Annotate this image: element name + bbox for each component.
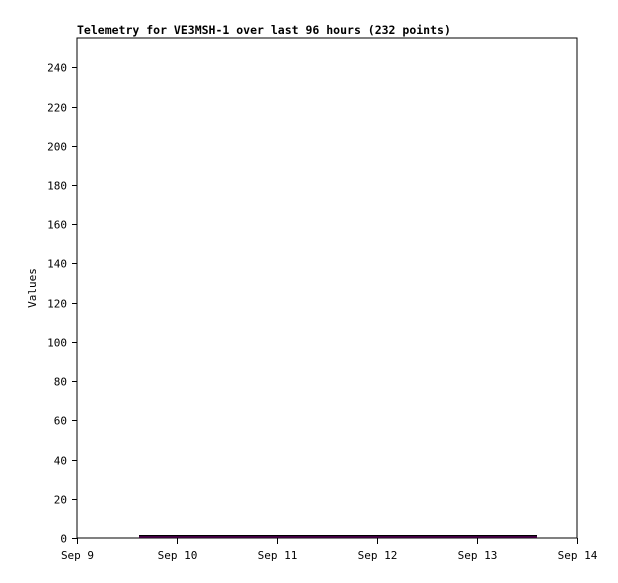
x-tick-label: Sep 12 <box>358 549 398 562</box>
y-axis-label: Values <box>26 268 39 308</box>
x-tick-label: Sep 14 <box>558 549 598 562</box>
x-tick-label: Sep 13 <box>458 549 498 562</box>
y-tick-label: 0 <box>60 533 67 546</box>
y-tick-label: 180 <box>47 180 67 193</box>
y-tick-label: 200 <box>47 141 67 154</box>
x-tick-label: Sep 9 <box>61 549 94 562</box>
y-tick-label: 120 <box>47 298 67 311</box>
y-tick-label: 80 <box>54 376 67 389</box>
x-tick-label: Sep 10 <box>158 549 198 562</box>
x-tick-label: Sep 11 <box>258 549 298 562</box>
y-tick-label: 140 <box>47 258 67 271</box>
y-tick-label: 20 <box>54 494 67 507</box>
y-tick-label: 100 <box>47 337 67 350</box>
y-tick-label: 240 <box>47 62 67 75</box>
chart-title: Telemetry for VE3MSH-1 over last 96 hour… <box>77 23 451 37</box>
y-tick-label: 60 <box>54 415 67 428</box>
y-tick-label: 160 <box>47 219 67 232</box>
y-tick-label: 40 <box>54 455 67 468</box>
plot-frame <box>76 37 578 539</box>
y-tick-label: 220 <box>47 102 67 115</box>
